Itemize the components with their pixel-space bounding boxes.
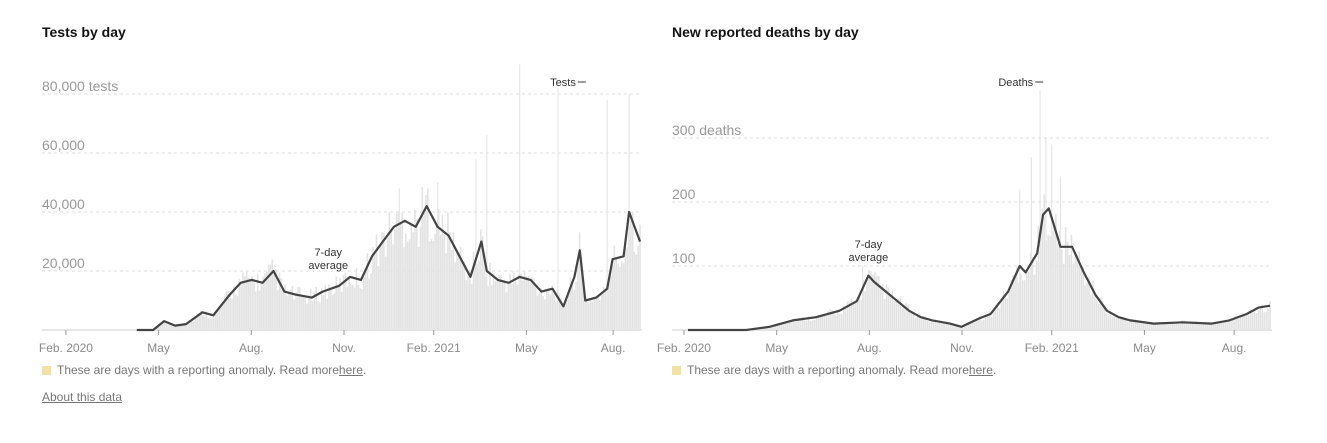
x-tick-label: Aug. <box>239 341 264 355</box>
x-tick-label: Feb. 2021 <box>1025 341 1079 355</box>
avg-annotation-line1: 7-day <box>314 247 342 259</box>
y-tick-label: 80,000 tests <box>42 78 118 94</box>
deaths-chart-panel: New reported deaths by day 100 200 300 dea… <box>630 0 1327 443</box>
tests-note-text: These are days with a reporting anomaly.… <box>57 363 339 377</box>
x-tick-label: May <box>765 341 788 355</box>
x-tick-label: May <box>147 341 170 355</box>
tests-chart-title: Tests by day <box>42 24 126 40</box>
tests-chart-svg: 20,000 40,000 60,000 80,000 tests Feb. 2020 M… <box>39 64 642 355</box>
anomaly-swatch <box>672 365 681 375</box>
tests-anomaly-note: These are days with a reporting anomaly.… <box>42 363 366 377</box>
x-tick-label: Aug. <box>1222 341 1247 355</box>
tests-note-end: . <box>362 363 367 377</box>
x-tick-label: Feb. 2020 <box>39 341 93 355</box>
x-tick-label: May <box>515 341 538 355</box>
tests-note-link[interactable]: here <box>338 363 363 377</box>
x-tick-label: Aug. <box>857 341 882 355</box>
y-tick-label: 40,000 <box>42 196 85 212</box>
deaths-note-link[interactable]: here <box>968 363 993 377</box>
average-line <box>136 205 642 332</box>
y-tick-label: 60,000 <box>42 137 85 153</box>
series-annotation: Tests <box>550 77 576 89</box>
x-tick-label: Aug. <box>601 341 626 355</box>
x-tick-label: Nov. <box>332 341 356 355</box>
y-tick-label: 300 deaths <box>672 122 741 138</box>
x-tick-label: Feb. 2020 <box>657 341 711 355</box>
series-annotation: Deaths <box>998 77 1033 89</box>
anomaly-swatch <box>42 365 51 375</box>
x-tick-label: May <box>1133 341 1156 355</box>
y-tick-label: 200 <box>672 186 696 202</box>
x-tick-label: Nov. <box>950 341 974 355</box>
x-tick-label: Feb. 2021 <box>407 341 461 355</box>
tests-chart-panel: Tests by day 20,000 40,000 60,000 80,000 te… <box>0 0 650 443</box>
y-tick-label: 100 <box>672 250 696 266</box>
deaths-note-end: . <box>992 363 997 377</box>
deaths-chart-title: New reported deaths by day <box>672 24 859 40</box>
y-tick-label: 20,000 <box>42 255 85 271</box>
deaths-note-text: These are days with a reporting anomaly.… <box>687 363 969 377</box>
average-line <box>688 207 1271 332</box>
avg-annotation-line2: average <box>308 260 348 272</box>
about-data-link[interactable]: About this data <box>42 390 123 404</box>
deaths-anomaly-note: These are days with a reporting anomaly.… <box>672 363 996 377</box>
avg-annotation-line2: average <box>849 252 889 264</box>
deaths-chart-svg: 100 200 300 deaths Feb. 2020 May Aug. Nov. Feb.… <box>657 77 1272 355</box>
avg-annotation-line1: 7-day <box>855 239 883 251</box>
